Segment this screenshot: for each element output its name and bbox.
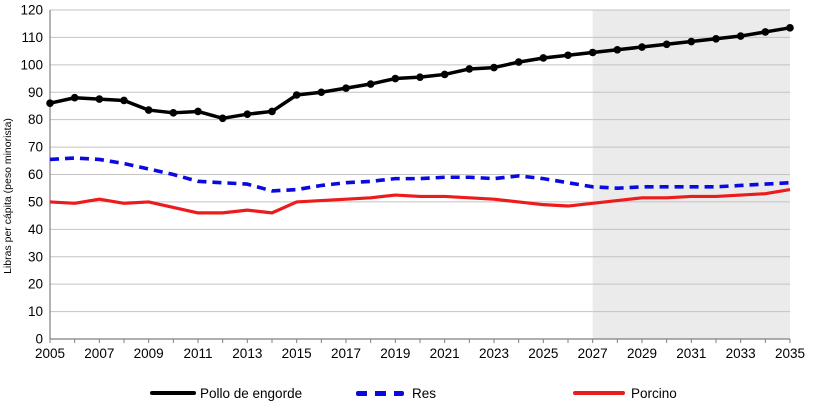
data-point-pollo-de-engorde-2016 — [317, 88, 326, 97]
legend-label-pollo-de-engorde: Pollo de engorde — [200, 385, 303, 401]
legend-item-res: Res — [356, 383, 436, 403]
x-tick-label-2021: 2021 — [430, 346, 460, 361]
series-line-porcino — [49, 188, 791, 215]
y-tick-label-50: 50 — [28, 194, 43, 209]
data-point-pollo-de-engorde-2029 — [638, 43, 646, 51]
data-point-pollo-de-engorde-2007 — [95, 95, 104, 103]
data-point-pollo-de-engorde-2017 — [342, 84, 350, 92]
data-point-pollo-de-engorde-2012 — [218, 114, 227, 123]
y-tick-label-20: 20 — [28, 277, 43, 292]
data-point-pollo-de-engorde-2034 — [761, 28, 770, 36]
data-point-pollo-de-engorde-2035 — [786, 24, 794, 32]
data-point-pollo-de-engorde-2010 — [169, 109, 178, 117]
x-tick-label-2029: 2029 — [627, 346, 657, 361]
data-point-pollo-de-engorde-2028 — [613, 45, 622, 54]
y-tick-label-30: 30 — [28, 249, 43, 264]
legend-swatch-solid-red-line — [573, 391, 625, 395]
y-tick-label-40: 40 — [28, 222, 43, 237]
x-tick-label-2027: 2027 — [578, 346, 608, 361]
data-point-pollo-de-engorde-2005 — [46, 99, 54, 108]
x-tick-label-2025: 2025 — [528, 346, 558, 361]
data-point-pollo-de-engorde-2019 — [391, 74, 400, 83]
y-tick-label-70: 70 — [28, 140, 43, 155]
y-tick-label-120: 120 — [20, 3, 43, 18]
data-point-pollo-de-engorde-2027 — [588, 48, 597, 57]
data-point-pollo-de-engorde-2015 — [292, 91, 301, 99]
data-point-pollo-de-engorde-2022 — [465, 65, 474, 73]
data-point-pollo-de-engorde-2031 — [687, 37, 696, 46]
legend-label-porcino: Porcino — [631, 385, 677, 401]
data-point-pollo-de-engorde-2033 — [736, 32, 745, 40]
data-point-pollo-de-engorde-2011 — [194, 107, 202, 116]
data-point-pollo-de-engorde-2023 — [490, 63, 498, 72]
y-tick-label-60: 60 — [28, 167, 43, 182]
x-tick-label-2013: 2013 — [232, 346, 262, 361]
x-tick-label-2031: 2031 — [676, 346, 706, 361]
x-tick-label-2015: 2015 — [282, 346, 312, 361]
legend-swatch-dashed-blue-line — [356, 390, 404, 396]
series-markers-pollo-de-engorde — [46, 24, 794, 123]
data-point-pollo-de-engorde-2020 — [416, 73, 424, 81]
x-tick-label-2023: 2023 — [479, 346, 509, 361]
y-tick-label-110: 110 — [21, 30, 43, 45]
chart-plot-area: 0 10 20 30 40 50 60 70 80 90 100 110 120 2005 2007 2009… — [2, 3, 805, 362]
data-point-pollo-de-engorde-2032 — [712, 34, 720, 43]
y-axis-labels: 0 10 20 30 40 50 60 70 80 90 100 110 120 — [20, 3, 43, 347]
data-point-pollo-de-engorde-2026 — [564, 51, 572, 60]
x-tick-label-2019: 2019 — [380, 346, 410, 361]
y-tick-label-80: 80 — [28, 112, 43, 127]
legend: Pollo de engorde Res Porcino — [0, 383, 820, 405]
y-axis-title: Libras per cápita (peso minorista) — [2, 118, 14, 274]
data-point-pollo-de-engorde-2018 — [366, 80, 375, 88]
x-tick-label-2005: 2005 — [35, 346, 65, 361]
x-axis-ticks — [49, 339, 791, 343]
x-tick-label-2017: 2017 — [331, 346, 361, 361]
x-tick-label-2011: 2011 — [183, 346, 212, 361]
x-axis-labels: 2005 2007 2009 2011 2013 2015 2017 2019 2021 2023… — [35, 346, 805, 361]
y-tick-label-0: 0 — [35, 332, 43, 347]
data-point-pollo-de-engorde-2030 — [662, 40, 671, 49]
data-point-pollo-de-engorde-2021 — [440, 70, 449, 79]
y-tick-label-90: 90 — [28, 85, 43, 100]
data-point-pollo-de-engorde-2013 — [243, 110, 252, 118]
data-point-pollo-de-engorde-2024 — [514, 58, 523, 66]
x-tick-label-2033: 2033 — [726, 346, 756, 361]
chart-generated-layers: 0 10 20 30 40 50 60 70 80 90 100 110 120 2005 2007 2009… — [20, 3, 805, 362]
x-tick-label-2035: 2035 — [775, 346, 805, 361]
y-tick-label-10: 10 — [28, 304, 43, 319]
data-point-pollo-de-engorde-2014 — [268, 107, 276, 116]
data-point-pollo-de-engorde-2009 — [144, 106, 153, 114]
x-tick-label-2007: 2007 — [84, 346, 114, 361]
legend-item-pollo-de-engorde: Pollo de engorde — [150, 383, 302, 403]
data-point-pollo-de-engorde-2006 — [70, 93, 79, 102]
y-tick-label-100: 100 — [20, 57, 43, 72]
data-point-pollo-de-engorde-2008 — [120, 96, 128, 105]
legend-item-porcino: Porcino — [573, 383, 677, 403]
series-line-res — [49, 156, 791, 193]
gridlines — [50, 9, 790, 313]
legend-swatch-solid-black-line — [150, 391, 196, 395]
data-point-pollo-de-engorde-2025 — [539, 54, 548, 62]
legend-label-res: Res — [412, 385, 437, 401]
x-tick-label-2009: 2009 — [134, 346, 164, 361]
